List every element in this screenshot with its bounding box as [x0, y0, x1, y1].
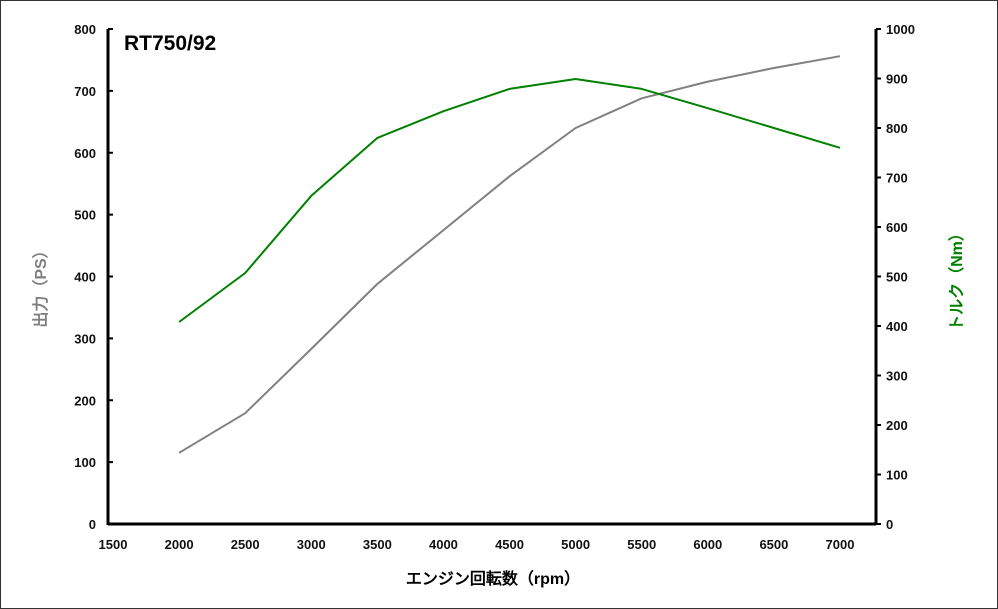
y-left-tick-label: 200: [74, 393, 96, 408]
x-tick-label: 5500: [627, 537, 656, 552]
x-tick-label: 2000: [165, 537, 194, 552]
y-left-tick-label: 0: [89, 517, 96, 532]
y-left-tick-label: 600: [74, 146, 96, 161]
y-right-tick-label: 100: [886, 468, 908, 483]
y-axis-right-label: トルク（Nm）: [948, 225, 966, 331]
y-right-tick-label: 500: [886, 270, 908, 285]
y-right-tick-label: 1000: [886, 22, 915, 37]
chart-title: RT750/92: [124, 32, 216, 55]
x-tick-label: 1500: [99, 537, 128, 552]
y-left-tick-label: 800: [74, 22, 96, 37]
x-tick-label: 4500: [495, 537, 524, 552]
torque-series-line: [178, 78, 841, 323]
x-tick-label: 5000: [561, 537, 590, 552]
x-tick-label: 6000: [693, 537, 722, 552]
y-left-tick-label: 100: [74, 455, 96, 470]
x-tick-label: 4000: [429, 537, 458, 552]
y-right-tick-label: 0: [886, 517, 893, 532]
x-tick-label: 7000: [826, 537, 855, 552]
y-right-tick-label: 600: [886, 220, 908, 235]
y-right-tick-label: 900: [886, 72, 908, 87]
y-right-tick-label: 800: [886, 121, 908, 136]
y-right-tick-label: 200: [886, 418, 908, 433]
y-left-tick-label: 500: [74, 208, 96, 223]
x-tick-label: 3500: [363, 537, 392, 552]
x-tick-label: 6500: [759, 537, 788, 552]
x-tick-label: 2500: [231, 537, 260, 552]
y-right-tick-label: 700: [886, 171, 908, 186]
y-left-tick-label: 700: [74, 84, 96, 99]
power-series-line: [178, 55, 841, 454]
x-axis-label: エンジン回転数（rpm）: [406, 569, 580, 588]
y-right-tick-label: 400: [886, 319, 908, 334]
x-tick-label: 3000: [297, 537, 326, 552]
y-axis-left-label: 出力（PS）: [31, 242, 50, 327]
y-right-tick-label: 300: [886, 369, 908, 384]
y-left-tick-label: 300: [74, 331, 96, 346]
y-left-tick-label: 400: [74, 270, 96, 285]
